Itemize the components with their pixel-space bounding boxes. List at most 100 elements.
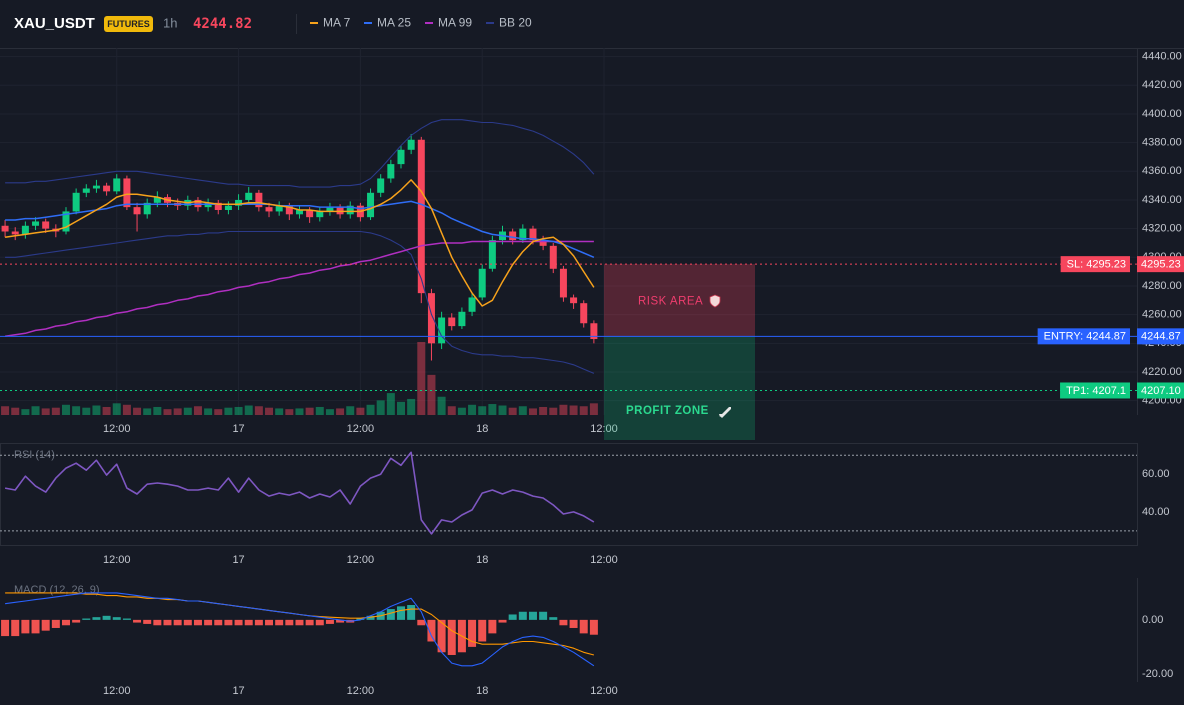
- volume-bar: [305, 407, 314, 415]
- candle-body: [224, 205, 232, 210]
- risk-zone: [604, 264, 755, 337]
- volume-bar: [579, 406, 588, 415]
- histogram-bar: [214, 619, 223, 626]
- candle-body: [153, 197, 161, 203]
- level-label-box: [1060, 382, 1130, 399]
- candle-body: [539, 240, 547, 246]
- volume-bar: [51, 407, 60, 415]
- x-tick-label: 12:00: [347, 685, 375, 697]
- volume-bar: [498, 405, 507, 415]
- histogram-bar: [468, 619, 477, 647]
- histogram-bar: [295, 619, 304, 626]
- volume-bar: [437, 396, 446, 415]
- moving-average: [4, 179, 595, 307]
- y-tick-label: 60.00: [1142, 468, 1170, 480]
- legend-entry[interactable]: MA 25: [377, 16, 411, 30]
- volume-bar: [417, 342, 426, 415]
- histogram-bar: [234, 619, 243, 626]
- y-tick-label: 0.00: [1142, 614, 1163, 626]
- candle-body: [1, 225, 9, 232]
- y-tick-label: -20.00: [1142, 668, 1173, 680]
- risk-zone-label: RISK AREA: [638, 295, 703, 307]
- level-axis-box: [1137, 328, 1184, 345]
- histogram-bar: [579, 619, 588, 634]
- histogram-bar: [41, 619, 50, 631]
- y-tick-label: 4320.00: [1142, 223, 1182, 235]
- histogram-bar: [488, 619, 497, 634]
- candle-body: [72, 192, 80, 212]
- level-axis-label: 4244.87: [1141, 331, 1181, 343]
- legend-entry[interactable]: MA 7: [323, 16, 351, 30]
- candle-body: [11, 231, 19, 235]
- y-tick-label: 4220.00: [1142, 366, 1182, 378]
- volume-bar: [478, 406, 487, 415]
- interval[interactable]: 1h: [163, 15, 177, 30]
- level-label: ENTRY: 4244.87: [1044, 331, 1126, 343]
- histogram-bar: [325, 619, 334, 624]
- y-tick-label: 4400.00: [1142, 108, 1182, 120]
- histogram-bar: [285, 619, 294, 626]
- histogram-bar: [478, 619, 487, 642]
- volume-bar: [265, 407, 274, 415]
- candle-body: [113, 178, 121, 192]
- volume-bar: [183, 407, 192, 415]
- candle-body: [42, 221, 50, 229]
- profit-zone-label: PROFIT ZONE: [626, 405, 709, 417]
- histogram-bar: [518, 611, 527, 620]
- candle-body: [387, 164, 395, 179]
- y-tick-label: 4360.00: [1142, 165, 1182, 177]
- volume-bar: [559, 404, 568, 415]
- symbol[interactable]: XAU_USDT: [14, 15, 95, 32]
- candle-body: [92, 185, 100, 189]
- legend-entry[interactable]: BB 20: [499, 16, 532, 30]
- y-tick-label: 4340.00: [1142, 194, 1182, 206]
- histogram-bar: [559, 619, 568, 626]
- candle-body: [133, 207, 141, 215]
- volume-bar: [82, 407, 91, 415]
- volume-bar: [285, 409, 294, 415]
- x-tick-label: 17: [232, 685, 244, 697]
- candle-body: [62, 211, 70, 232]
- volume-bar: [549, 407, 558, 415]
- histogram-bar: [133, 619, 142, 623]
- candle-body: [316, 211, 324, 218]
- x-tick-label: 17: [232, 554, 244, 566]
- histogram-bar: [315, 619, 324, 626]
- level-label: TP1: 4207.1: [1066, 385, 1126, 397]
- level-axis-label: 4207.10: [1141, 385, 1181, 397]
- y-tick-label: 40.00: [1142, 506, 1170, 518]
- volume-bar: [275, 408, 284, 415]
- candle-body: [275, 205, 283, 212]
- legend-entry[interactable]: MA 99: [438, 16, 472, 30]
- candle-body: [103, 185, 111, 192]
- histogram-bar: [163, 619, 172, 626]
- histogram-bar: [193, 619, 202, 626]
- candle-body: [580, 303, 588, 324]
- volume-bar: [427, 374, 436, 415]
- x-tick-label: 18: [476, 423, 488, 435]
- histogram-bar: [72, 619, 81, 623]
- histogram-bar: [528, 611, 537, 620]
- rsi-line: [4, 451, 595, 535]
- histogram-bar: [254, 619, 263, 626]
- x-tick-label: 12:00: [347, 554, 375, 566]
- histogram-bar: [1, 619, 10, 637]
- histogram-bar: [396, 606, 405, 620]
- histogram-bar: [51, 619, 60, 628]
- candle-body: [21, 225, 29, 235]
- volume-bar: [102, 406, 111, 415]
- x-tick-label: 18: [476, 685, 488, 697]
- candle-body: [194, 199, 202, 208]
- y-tick-label: 4440.00: [1142, 51, 1182, 63]
- histogram-bar: [143, 619, 152, 624]
- x-tick-label: 18: [476, 554, 488, 566]
- x-tick-label: 12:00: [347, 423, 375, 435]
- volume-bar: [356, 407, 365, 415]
- histogram-bar: [539, 611, 548, 620]
- histogram-bar: [31, 619, 40, 634]
- histogram-bar: [386, 609, 395, 620]
- histogram-bar: [153, 619, 162, 626]
- candle-body: [397, 149, 405, 165]
- y-tick-label: 4380.00: [1142, 137, 1182, 149]
